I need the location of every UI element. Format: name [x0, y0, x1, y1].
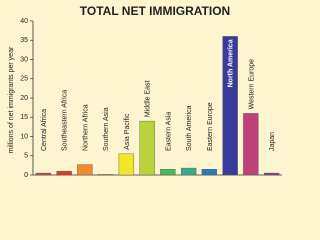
- category-label: Southern Asia: [103, 107, 110, 151]
- bar: [160, 169, 176, 176]
- y-tick-label: 5: [24, 153, 28, 160]
- category-label: Western Europe: [248, 59, 255, 110]
- bar: [201, 169, 218, 176]
- category-label: Middle East: [145, 80, 152, 117]
- y-tick-label: 30: [20, 56, 28, 63]
- bar: [56, 170, 72, 176]
- category-label: Eastern Europe: [207, 102, 214, 151]
- category-label: South America: [186, 105, 193, 151]
- bar: [139, 120, 155, 176]
- y-tick-label: 15: [20, 114, 28, 121]
- bar: [263, 172, 280, 176]
- bar: [35, 172, 52, 176]
- category-label: Asia Pacific: [124, 113, 131, 150]
- y-tick-label: 0: [24, 172, 28, 179]
- y-tick-label: 40: [20, 18, 28, 25]
- category-label: Japan: [269, 132, 276, 151]
- category-label: Eastern Asia: [165, 112, 172, 151]
- y-tick-label: 10: [20, 133, 28, 140]
- chart: TOTAL NET IMMIGRATION millions of net im…: [7, 4, 282, 179]
- bar: [222, 36, 238, 176]
- category-label: North America: [228, 39, 235, 87]
- category-label: Southeastern Africa: [62, 90, 69, 151]
- y-tick-label: 20: [20, 95, 28, 102]
- bar: [77, 164, 93, 176]
- y-axis-label: millions of net immigrants per year: [8, 46, 15, 153]
- bar: [180, 167, 197, 176]
- y-tick-label: 25: [20, 76, 28, 83]
- bar: [97, 174, 114, 176]
- category-label: Northern Africa: [82, 104, 89, 151]
- bar: [243, 113, 259, 176]
- chart-title: TOTAL NET IMMIGRATION: [80, 4, 230, 18]
- y-tick-label: 35: [20, 37, 28, 44]
- category-label: Central Africa: [41, 109, 48, 151]
- bar: [118, 153, 135, 176]
